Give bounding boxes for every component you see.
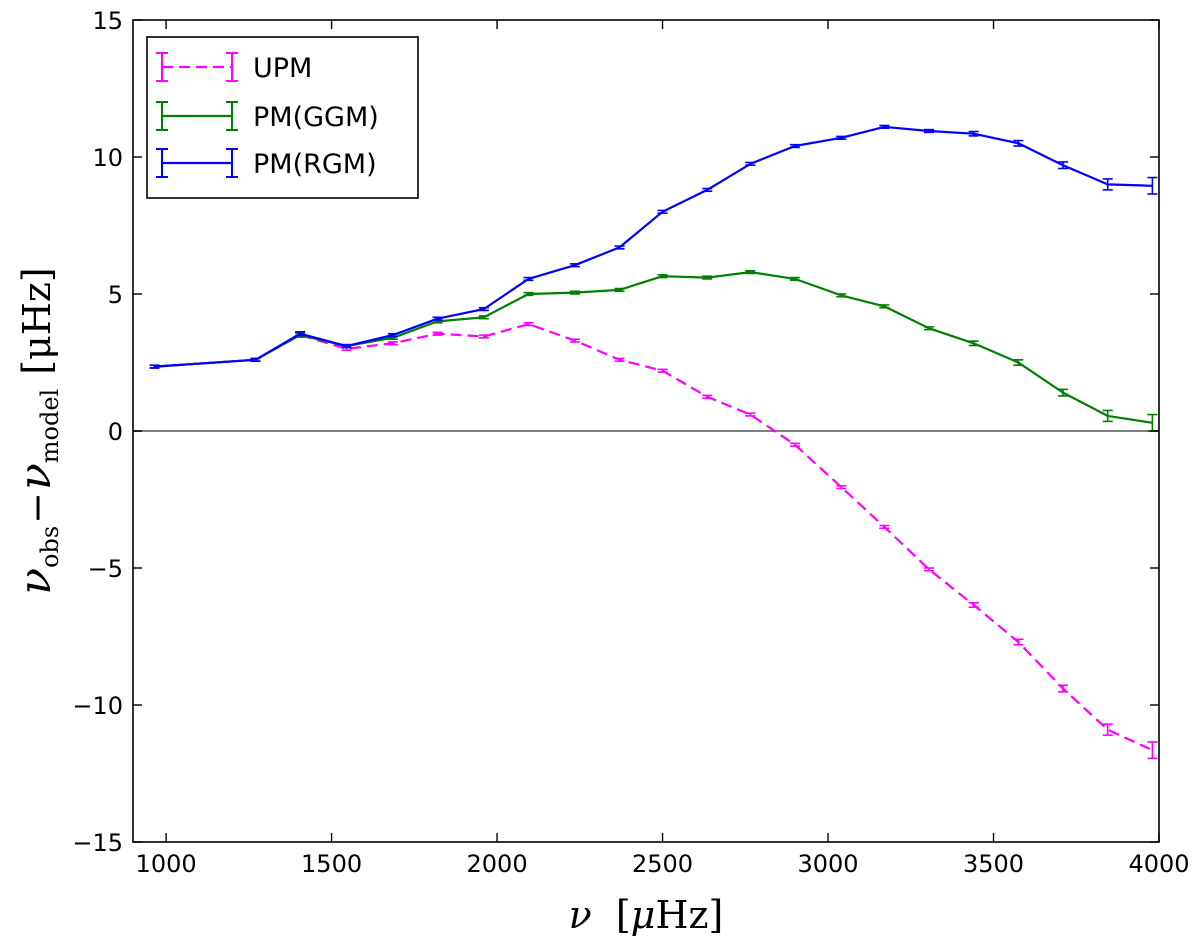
errorbar-pm-ggm <box>657 274 668 279</box>
errorbar-upm <box>478 334 489 339</box>
y-tick-label: −5 <box>88 555 123 583</box>
axis-ticks: 1000 1500 2000 2500 3000 3500 4000 −15 −10 −5 0 5 10… <box>72 7 1189 878</box>
legend-item-pm-rgm: PM(RGM) <box>156 148 377 180</box>
legend-box <box>146 36 419 199</box>
errorbar-pm-ggm <box>478 315 489 320</box>
errorbar-pm-rgm <box>1058 161 1069 170</box>
errorbar-upm <box>387 341 398 346</box>
plot-frame <box>132 19 1160 843</box>
errorbar-upm <box>1147 741 1158 760</box>
y-tick-label: −15 <box>72 829 123 857</box>
errorbar-pm-rgm <box>702 187 713 193</box>
x-tick-label: 2500 <box>632 850 693 878</box>
errorbar-upm <box>745 412 756 417</box>
errorbar-pm-rgm <box>149 364 160 369</box>
errorbar-upm <box>657 368 668 373</box>
x-tick-label: 3000 <box>797 850 858 878</box>
errorbar-pm-ggm <box>1102 409 1113 423</box>
x-tick-label: 1000 <box>136 850 197 878</box>
errorbar-pm-rgm <box>836 135 847 140</box>
y-tick-label: 0 <box>108 418 123 446</box>
series-line-pm-ggm <box>154 271 1153 424</box>
x-axis-unit: [μHz] <box>616 893 724 937</box>
x-axis-label: ν [μHz] <box>569 893 724 937</box>
errorbar-pm-ggm <box>569 290 580 295</box>
errorbar-pm-rgm <box>341 343 352 349</box>
legend-label: UPM <box>253 53 312 84</box>
legend-item-upm: UPM <box>156 52 312 84</box>
errorbar-pm-rgm <box>432 316 443 321</box>
y-tick-label: −10 <box>72 692 123 720</box>
errorbar-pm-rgm <box>745 161 756 167</box>
errorbar-pm-rgm <box>478 306 489 312</box>
errorbar-pm-rgm <box>1147 176 1158 195</box>
errorbar-pm-rgm <box>657 209 668 214</box>
errorbar-pm-ggm <box>1058 388 1069 397</box>
x-tick-label: 3500 <box>963 850 1024 878</box>
errorbar-pm-ggm <box>968 340 979 347</box>
legend-item-pm-ggm: PM(GGM) <box>156 101 379 133</box>
errorbar-upm <box>923 567 934 572</box>
errorbar-upm <box>1058 684 1069 693</box>
errorbar-upm <box>702 394 713 399</box>
errorbar-upm <box>569 338 580 343</box>
series-line-pm-rgm <box>154 125 1153 368</box>
errorbar-upm <box>789 442 800 447</box>
errorbar-upm <box>1102 723 1113 736</box>
y-tick-label: 5 <box>108 281 123 309</box>
errorbar-pm-rgm <box>387 332 398 338</box>
errorbar-pm-ggm <box>1013 358 1024 367</box>
errorbar-pm-rgm <box>569 263 580 268</box>
errorbar-pm-rgm <box>523 276 534 282</box>
errorbar-pm-ggm <box>789 276 800 282</box>
errorbar-pm-ggm <box>523 291 534 297</box>
y-tick-label: 15 <box>92 7 123 35</box>
x-tick-label: 2000 <box>467 850 528 878</box>
errorbar-pm-rgm <box>789 143 800 149</box>
errorbar-pm-rgm <box>614 245 625 250</box>
errorbar-upm <box>523 321 534 327</box>
series-line-upm <box>154 323 1153 752</box>
errorbar-pm-ggm <box>614 287 625 293</box>
errorbar-upm <box>1013 638 1024 646</box>
errorbar-pm-rgm <box>923 128 934 134</box>
plot-marks <box>133 124 1159 760</box>
errorbar-pm-ggm <box>836 293 847 298</box>
x-tick-label: 4000 <box>1128 850 1189 878</box>
errorbar-upm <box>432 331 443 336</box>
errorbar-upm <box>968 601 979 608</box>
y-axis-label: νobs−νmodel[μHz] <box>10 267 64 594</box>
errorbar-pm-rgm <box>968 130 979 137</box>
errorbar-pm-rgm <box>250 357 261 362</box>
legend: UPM PM(GGM) PM(RGM) <box>146 36 419 199</box>
errorbar-pm-rgm <box>1013 139 1024 147</box>
errorbar-pm-rgm <box>1102 178 1113 191</box>
errorbar-pm-ggm <box>702 275 713 280</box>
legend-label: PM(GGM) <box>253 102 379 133</box>
x-axis-symbol: ν <box>569 893 592 937</box>
errorbar-pm-ggm <box>923 326 934 331</box>
errorbar-pm-rgm <box>295 331 306 337</box>
errorbar-upm <box>614 357 625 362</box>
errorbar-pm-ggm <box>745 269 756 275</box>
y-tick-label: 10 <box>92 144 123 172</box>
errorbar-upm <box>836 484 847 490</box>
legend-label: PM(RGM) <box>253 149 377 180</box>
errorbar-upm <box>879 524 890 530</box>
errorbar-pm-ggm <box>879 304 890 309</box>
errorbar-pm-rgm <box>879 124 890 130</box>
x-tick-label: 1500 <box>301 850 362 878</box>
